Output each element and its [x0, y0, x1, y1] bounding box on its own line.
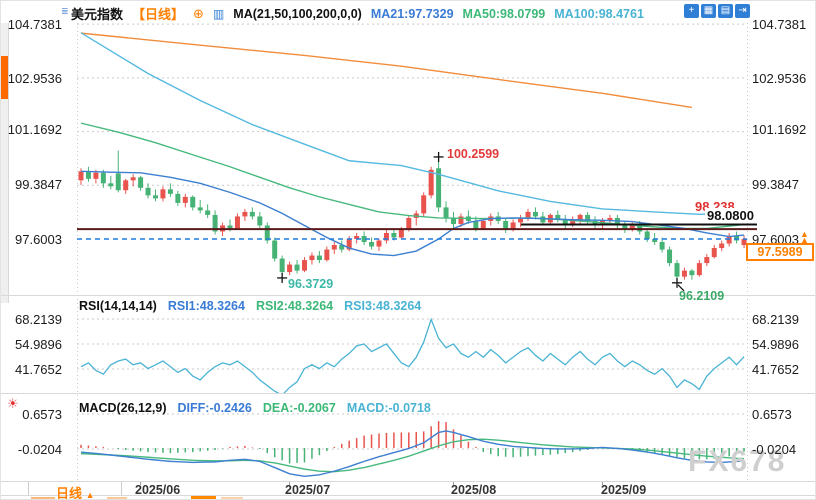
kline-icon[interactable]: ▥ [212, 6, 225, 21]
rsi2-legend: RSI2:48.3264 [255, 299, 334, 313]
indicator-window-icon[interactable]: ▦ [701, 4, 716, 18]
annotation-sept-low: 96.2109 [679, 289, 725, 303]
separator-rsi-macd [1, 393, 815, 394]
annotation-june-low: 96.3729 [288, 277, 334, 291]
diff-legend: DIFF:-0.2426 [177, 401, 252, 415]
macd-settings-icon[interactable]: ☀ [7, 396, 19, 411]
date-label-0: 2025/06 [135, 483, 181, 497]
date-label-1: 2025/07 [285, 483, 331, 497]
rsi-label-left-0: 68.2139 [15, 312, 62, 327]
macd-lines-layer [80, 430, 745, 478]
date-label-3: 2025/09 [601, 483, 647, 497]
extreme-markers-layer [277, 151, 685, 292]
price-label-left-3: 99.3847 [15, 177, 62, 192]
ma-params[interactable]: MA(21,50,100,200,0,0) [233, 6, 362, 21]
ma21-legend: MA21:97.7329 [370, 6, 454, 21]
bottom-strip-stub-1 [31, 497, 55, 499]
separator-main-rsi [1, 295, 815, 296]
add-indicator-icon[interactable]: ⊕ [193, 5, 204, 21]
rsi-label-right-2: 41.7652 [752, 362, 799, 377]
rsi-label-left-1: 54.9896 [15, 337, 62, 352]
macd-params[interactable]: MACD(26,12,9) [79, 401, 167, 415]
rsi-label-left-2: 41.7652 [15, 362, 62, 377]
ma50-legend: MA50:98.0799 [462, 6, 546, 21]
crosshair-icon[interactable]: + [684, 4, 699, 18]
dea-legend: DEA:-0.2067 [262, 401, 336, 415]
rsi1-legend: RSI1:48.3264 [167, 299, 245, 313]
candles-layer [78, 150, 747, 281]
annotation-peak-high: 100.2599 [447, 147, 500, 161]
period-up-arrow-icon: ▲ [85, 490, 95, 500]
left-scrollbar-thumb[interactable] [1, 56, 8, 99]
price-label-left-0: 104.7381 [7, 17, 62, 32]
rsi-label-right-1: 54.9896 [752, 337, 799, 352]
rsi-layer [80, 317, 745, 394]
separator-dates-bottom [1, 495, 815, 496]
price-label-right-2: 101.1692 [752, 122, 807, 137]
period-selector-button[interactable]: 日线 ▲ [56, 483, 95, 500]
separator-macd-dates [1, 481, 815, 482]
current-price-box: 97.5989 [746, 243, 814, 261]
bottom-strip-stub-3 [221, 497, 243, 499]
ma100-legend: MA100:98.4761 [554, 6, 644, 21]
macd-label-right-1: -0.0204 [752, 442, 797, 457]
period-tag: 【日线】 [132, 7, 185, 22]
left-scrollbar-track[interactable] [1, 23, 9, 303]
date-label-2: 2025/08 [451, 483, 497, 497]
period-selector-label: 日线 [56, 486, 83, 500]
support-level-label: 98.0800 [705, 208, 756, 223]
watermark: FX678 [688, 445, 787, 478]
macd-label-left-0: 0.6573 [22, 407, 62, 422]
exit-fullscreen-icon[interactable]: ⇥ [735, 4, 750, 18]
period-cell-border-right [121, 481, 122, 495]
price-label-right-0: 104.7381 [752, 17, 807, 32]
period-cell-border-left [28, 481, 29, 495]
price-up-arrows-icon: ▲ ▲ [800, 229, 809, 245]
chart-style-icon[interactable]: ▤ [718, 4, 733, 18]
gridlines [77, 23, 748, 481]
rsi-params[interactable]: RSI(14,14,14) [79, 299, 157, 313]
macd-legend: MACD:-0.0718 [346, 401, 431, 415]
rsi3-legend: RSI3:48.3264 [344, 299, 422, 313]
ma-lines-layer [80, 32, 745, 257]
level-lines-layer [77, 223, 757, 240]
macd-label-left-1: -0.0204 [17, 442, 62, 457]
menu-icon[interactable]: ≣ [61, 6, 69, 16]
symbol-title: 美元指数 [71, 7, 124, 22]
price-label-right-3: 99.3847 [752, 177, 799, 192]
price-label-right-1: 102.9536 [752, 71, 807, 86]
bottom-strip-stub-2 [107, 497, 127, 499]
macd-histogram-layer [80, 421, 745, 464]
rsi-label-right-0: 68.2139 [752, 312, 799, 327]
price-label-left-2: 101.1692 [7, 122, 62, 137]
bottom-strip-orange-block [191, 496, 216, 499]
price-label-left-1: 102.9536 [7, 71, 62, 86]
macd-label-right-0: 0.6573 [752, 407, 792, 422]
price-label-left-4: 97.6003 [15, 232, 62, 247]
